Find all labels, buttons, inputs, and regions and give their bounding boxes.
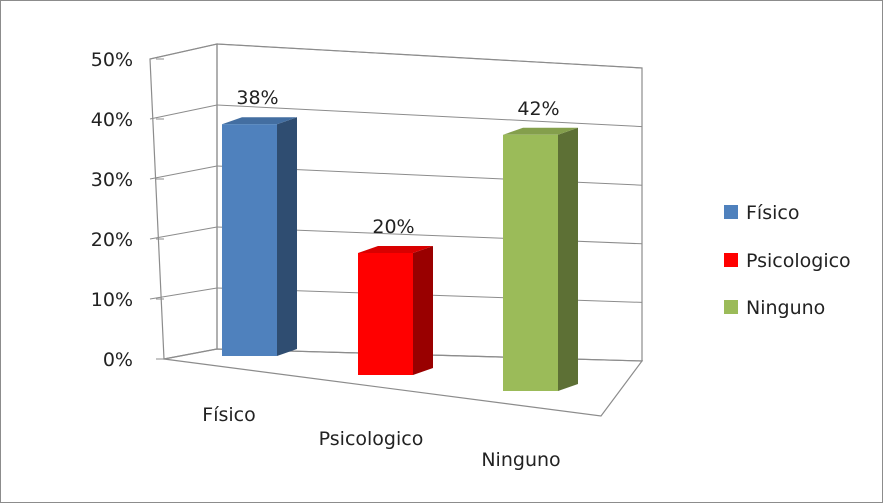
legend-label: Psicologico — [746, 250, 851, 272]
legend-label: Físico — [746, 202, 799, 224]
legend-swatch — [724, 300, 738, 314]
legend-item: Físico — [724, 202, 799, 224]
y-tick-label: 20% — [91, 229, 133, 251]
bar-front-face — [222, 124, 277, 356]
bars — [222, 117, 578, 392]
gridline-side — [149, 43, 218, 60]
bar-1 — [222, 117, 297, 356]
legend-item: Psicologico — [724, 250, 851, 272]
gridline-side — [149, 226, 218, 240]
bar-side-face — [413, 246, 433, 375]
y-tick-label: 10% — [91, 289, 133, 311]
data-label: 42% — [517, 98, 559, 120]
gridline-side — [149, 104, 218, 120]
x-tick-label: Psicologico — [319, 428, 424, 450]
bar-top-face — [358, 246, 433, 253]
bar-front-face — [358, 253, 413, 375]
bar-side-face — [277, 117, 297, 356]
gridline-side — [149, 287, 218, 300]
y-tick-label: 50% — [91, 49, 133, 71]
x-tick-label: Ninguno — [481, 449, 560, 471]
legend-swatch — [724, 205, 738, 219]
y-axis-ticks: 0% 10% 20% 30% 40% 50% — [91, 49, 164, 371]
side-wall — [149, 43, 218, 360]
bar-2 — [358, 246, 433, 375]
y-tick-label: 30% — [91, 169, 133, 191]
data-label: 38% — [236, 87, 278, 109]
bar-top-face — [503, 127, 578, 135]
bar-front-face — [503, 134, 558, 392]
bar-side-face — [558, 127, 578, 392]
gridline-side — [149, 165, 218, 180]
legend-swatch — [724, 253, 738, 267]
data-labels: 38% 20% 42% — [236, 87, 559, 238]
legend-label: Ninguno — [746, 297, 825, 319]
x-tick-label: Físico — [202, 404, 255, 426]
legend-item: Ninguno — [724, 297, 825, 319]
bar-3 — [503, 127, 578, 392]
y-tick-label: 40% — [91, 109, 133, 131]
floor — [163, 348, 644, 417]
gridline-back — [216, 43, 643, 69]
bar-top-face — [222, 117, 297, 125]
gridline-back — [216, 104, 643, 128]
category-labels: Físico Psicologico Ninguno — [202, 404, 560, 471]
data-label: 20% — [372, 216, 414, 238]
y-tick-label: 0% — [103, 349, 133, 371]
legend: Físico Psicologico Ninguno — [724, 202, 851, 319]
